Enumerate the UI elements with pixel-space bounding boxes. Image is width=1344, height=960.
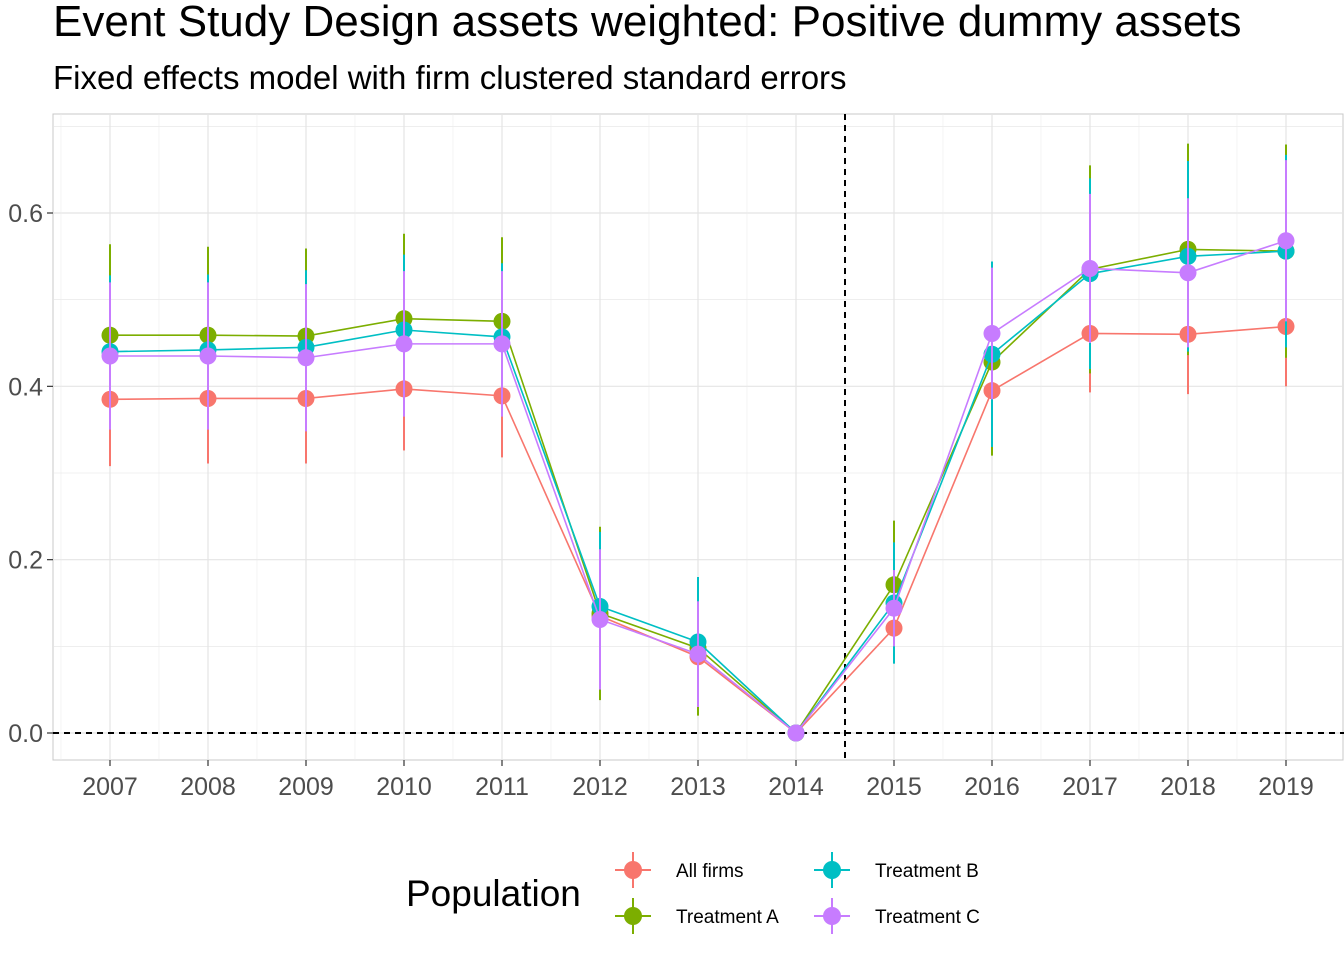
- reference-lines: [53, 114, 1344, 760]
- x-tick-label: 2019: [1258, 773, 1314, 801]
- legend-item-treatment-a: Treatment A: [615, 898, 779, 934]
- x-tick-label: 2008: [180, 773, 236, 801]
- x-tick-label: 2017: [1062, 773, 1118, 801]
- data-point: [787, 724, 805, 742]
- data-point: [1179, 264, 1197, 282]
- y-tick-label: 0.4: [8, 373, 43, 401]
- legend-label: Treatment B: [875, 861, 979, 882]
- legend-key-point: [823, 907, 841, 925]
- x-tick-label: 2013: [670, 773, 726, 801]
- x-tick-label: 2018: [1160, 773, 1216, 801]
- data-point: [101, 347, 119, 365]
- data-point: [1081, 259, 1099, 277]
- legend-item-treatment-b: Treatment B: [814, 852, 979, 888]
- x-tick-label: 2015: [866, 773, 922, 801]
- series-layer: [101, 143, 1295, 742]
- data-point: [689, 645, 707, 663]
- data-point: [591, 610, 609, 628]
- data-point: [199, 347, 217, 365]
- data-point: [395, 335, 413, 353]
- x-tick-label: 2007: [82, 773, 138, 801]
- y-tick-label: 0.2: [8, 547, 43, 575]
- x-tick-label: 2016: [964, 773, 1020, 801]
- legend-label: Treatment C: [875, 907, 980, 928]
- legend: Population All firms Treatment A Treatment …: [406, 852, 980, 934]
- x-tick-label: 2011: [475, 773, 529, 801]
- legend-title: Population: [406, 873, 581, 914]
- legend-key-point: [823, 861, 841, 879]
- y-tick-label: 0.6: [8, 200, 43, 228]
- chart-title: Event Study Design assets weighted: Posi…: [53, 0, 1242, 46]
- chart-subtitle: Fixed effects model with firm clustered …: [53, 59, 847, 96]
- x-tick-label: 2009: [278, 773, 334, 801]
- x-tick-label: 2012: [572, 773, 628, 801]
- data-point: [493, 335, 511, 353]
- series-treatment-c: [101, 160, 1295, 742]
- x-tick-label: 2014: [768, 773, 824, 801]
- data-point: [1277, 232, 1295, 250]
- data-point: [297, 349, 315, 367]
- legend-key-point: [624, 907, 642, 925]
- y-tick-label: 0.0: [8, 720, 43, 748]
- grid: [52, 113, 1344, 761]
- data-point: [885, 599, 903, 617]
- x-tick-label: 2010: [376, 773, 432, 801]
- legend-item-treatment-c: Treatment C: [814, 898, 980, 934]
- axes: 0.0 0.2 0.4 0.6 2007 2008 2009 2010 2011 2012 2013…: [8, 200, 1314, 801]
- data-point: [983, 324, 1001, 342]
- legend-item-all-firms: All firms: [615, 852, 744, 888]
- legend-label: All firms: [676, 861, 744, 882]
- legend-key-point: [624, 861, 642, 879]
- legend-label: Treatment A: [676, 907, 779, 928]
